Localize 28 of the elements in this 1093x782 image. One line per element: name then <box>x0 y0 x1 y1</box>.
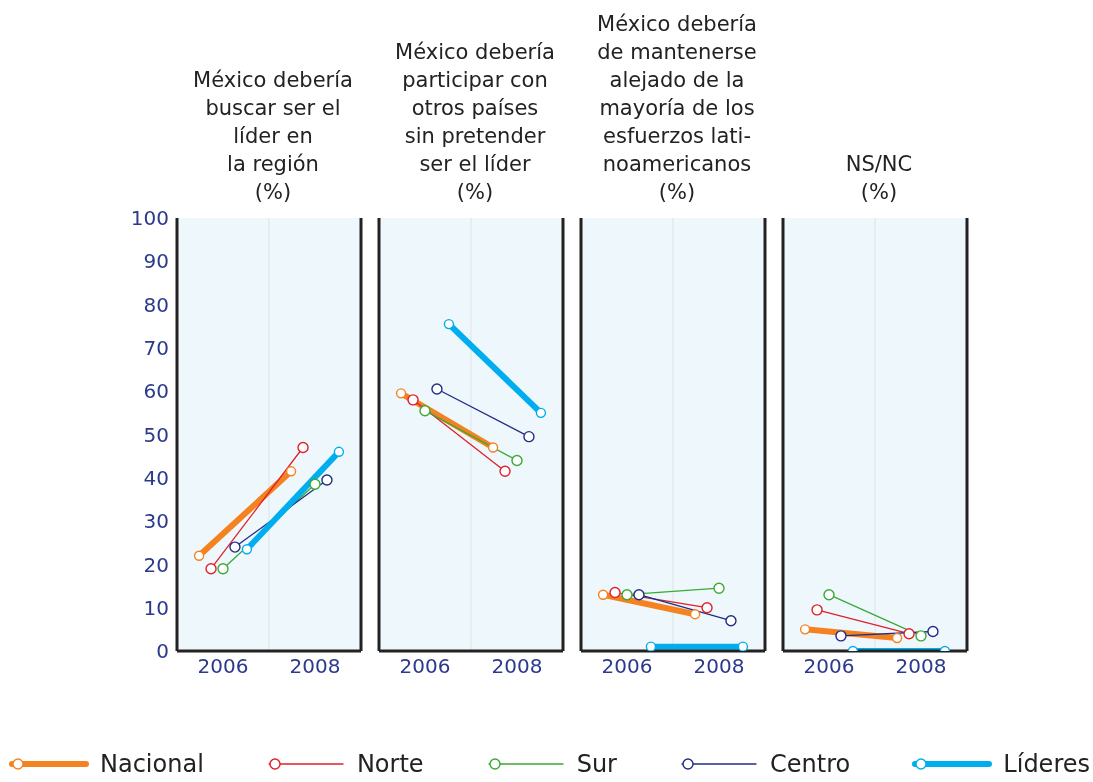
y-tick-label: 50 <box>143 422 169 447</box>
y-tick-label: 60 <box>143 379 169 404</box>
legend-label: Sur <box>576 750 617 778</box>
x-tick-label: 2008 <box>289 654 341 679</box>
chart-title: NS/NC (%) <box>845 151 913 206</box>
chart-title: México debería de mantenerse alejado de la mayoría de los esfuerzos lati- noamericanos (%) <box>597 11 757 206</box>
legend-label: Nacional <box>100 750 204 778</box>
x-tick-label: 2006 <box>197 654 249 679</box>
y-tick-label: 40 <box>143 465 169 490</box>
legend-label: Norte <box>356 750 424 778</box>
y-tick-label: 80 <box>143 292 169 317</box>
y-tick-label: 20 <box>143 552 169 577</box>
x-tick-label: 2008 <box>491 654 543 679</box>
y-tick-label: 100 <box>130 206 169 231</box>
x-tick-label: 2006 <box>803 654 855 679</box>
chart-title: México debería participar con otros países sin pretender ser el líder (%) <box>395 39 555 206</box>
y-tick-label: 70 <box>143 336 169 360</box>
x-tick-label: 2006 <box>399 654 451 679</box>
legend-label: Líderes <box>1003 750 1090 778</box>
x-tick-label: 2008 <box>895 654 947 679</box>
y-tick-label: 0 <box>156 639 169 664</box>
x-tick-label: 2006 <box>601 654 653 679</box>
chart-title: México debería buscar ser el líder en la región (%) <box>193 67 353 206</box>
x-tick-label: 2008 <box>693 654 745 679</box>
y-tick-label: 10 <box>143 595 169 620</box>
legend-label: Centro <box>770 750 851 778</box>
y-tick-label: 30 <box>143 509 169 534</box>
y-tick-label: 90 <box>143 249 169 274</box>
